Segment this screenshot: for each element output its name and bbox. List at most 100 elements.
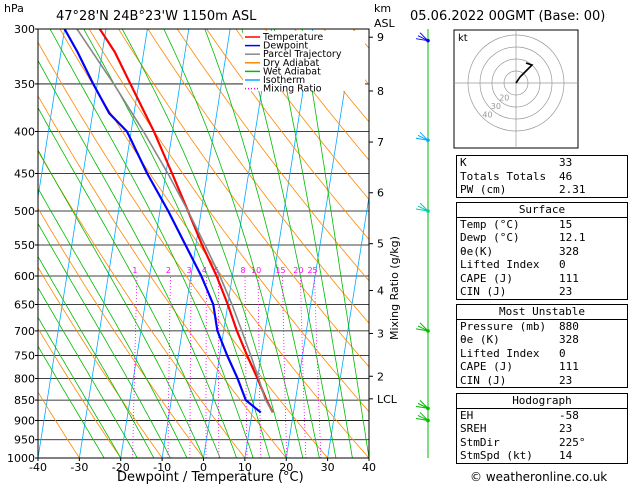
row-label: Temp (°C) xyxy=(460,217,520,231)
wet-adiabat-line xyxy=(301,29,369,458)
temp-tick-label: -20 xyxy=(112,461,130,474)
row-value: 2.31 xyxy=(559,183,586,196)
wet-adiabat-line xyxy=(121,29,287,458)
dry-adiabat-line xyxy=(38,391,80,458)
temp-tick-label: 30 xyxy=(321,461,335,474)
legend-label: Wet Adiabat xyxy=(263,66,321,77)
footer-credit: © weatheronline.co.uk xyxy=(470,470,607,484)
dry-adiabat-line xyxy=(118,29,369,368)
mixing-ratio-label: 4 xyxy=(202,266,207,275)
km-tick-label: 6 xyxy=(377,187,384,200)
table-row: θe(K) 328 xyxy=(457,245,627,259)
pressure-tick-label: 550 xyxy=(14,239,35,252)
table-row: Pressure (mb) 880 xyxy=(457,320,627,334)
mixing-ratio-axis-label: Mixing Ratio (g/kg) xyxy=(388,236,401,340)
dry-adiabat-line xyxy=(264,29,369,161)
table-row: SREH 23 xyxy=(457,422,627,436)
pressure-tick-label: 600 xyxy=(14,270,35,283)
row-label: CIN (J) xyxy=(460,373,507,387)
row-label: StmDir xyxy=(460,435,500,449)
row-value: 0 xyxy=(559,258,566,271)
temp-tick-label: 0 xyxy=(200,461,207,474)
table-row: PW (cm) 2.31 xyxy=(457,183,627,197)
table-row: StmSpd (kt) 14 xyxy=(457,449,627,463)
mixing-ratio-label: 1 xyxy=(132,266,137,275)
legend-label: Isotherm xyxy=(263,75,305,86)
km-tick-label: 4 xyxy=(377,285,384,298)
wet-adiabat-line xyxy=(273,29,353,458)
pressure-tick-label: 900 xyxy=(14,414,35,427)
row-label: PW (cm) xyxy=(460,183,507,196)
location-title: 47°28'N 24B°23'W 1150m ASL xyxy=(56,9,257,24)
dry-adiabat-line xyxy=(38,150,246,458)
wind-barb xyxy=(415,137,429,141)
asl-unit: ASL xyxy=(374,17,396,30)
wind-barb xyxy=(415,208,429,212)
km-tick-label: 3 xyxy=(377,327,384,340)
pressure-tick-label: 650 xyxy=(14,299,35,312)
pressure-tick-label: 1000 xyxy=(7,452,35,465)
hodograph-ring-label: 20 xyxy=(499,93,509,102)
row-value: 111 xyxy=(559,271,579,285)
row-label: Dewp (°C) xyxy=(460,231,520,244)
most-unstable-title: Most Unstable xyxy=(457,305,627,320)
sounding-curves xyxy=(63,29,274,414)
mixing-ratio-line xyxy=(244,276,248,458)
hodograph-rows: EH -58 SREH 23 StmDir 225° StmSpd (kt) 14 xyxy=(457,409,627,463)
km-tick-label: LCL xyxy=(377,393,398,406)
mixing-ratio-line xyxy=(132,275,138,458)
isotherm-line xyxy=(161,29,231,458)
hodograph-ring-label: 30 xyxy=(491,102,501,111)
mixing-ratio-label: 20 xyxy=(293,266,303,275)
km-tick-label: 7 xyxy=(377,136,384,149)
wind-barb xyxy=(417,205,429,212)
mixing-ratio-line xyxy=(257,275,262,458)
wind-barb xyxy=(417,134,429,141)
series-temperature xyxy=(98,29,274,413)
wind-barb xyxy=(417,325,429,332)
table-row: Totals Totals 46 xyxy=(457,170,627,184)
wind-barb xyxy=(419,131,429,141)
pressure-tick-label: 950 xyxy=(14,434,35,447)
legend-label: Mixing Ratio xyxy=(263,84,322,95)
table-row: CAPE (J) 111 xyxy=(457,272,627,286)
pressure-tick-label: 750 xyxy=(14,349,35,362)
km-tick-label: 2 xyxy=(377,370,384,383)
mixing-ratio-label: 25 xyxy=(307,266,317,275)
isotherm-line xyxy=(244,29,314,458)
table-row: EH -58 xyxy=(457,409,627,423)
mixing-ratio-line xyxy=(314,275,322,458)
dry-adiabat-line xyxy=(88,29,369,413)
dry-adiabat-line xyxy=(38,327,122,458)
temp-tick-label: -30 xyxy=(70,461,88,474)
km-tick-label: 9 xyxy=(377,31,384,44)
wet-adiabat-line xyxy=(38,255,155,458)
temp-tick-label: 10 xyxy=(238,461,252,474)
wind-barb xyxy=(417,402,429,409)
pressure-tick-label: 300 xyxy=(14,23,35,36)
temp-tick-label: -40 xyxy=(29,461,47,474)
pressure-tick-label: 700 xyxy=(14,325,35,338)
legend-background xyxy=(243,31,365,91)
wind-barb xyxy=(419,412,429,421)
diagram-grid: 1 2 3 4 5 8 10 15 20 25 xyxy=(38,29,369,458)
isotherm-line xyxy=(38,29,107,458)
wet-adiabat-line xyxy=(38,316,122,458)
table-row: K 33 xyxy=(457,156,627,170)
wind-barb xyxy=(419,322,429,332)
table-row: CIN (J) 23 xyxy=(457,374,627,388)
isotherm-line xyxy=(327,194,369,458)
row-label: EH xyxy=(460,408,474,422)
mixing-ratio-line xyxy=(300,275,307,458)
row-value: 46 xyxy=(559,169,573,183)
table-row: Temp (°C) 15 xyxy=(457,218,627,232)
isotherm-line xyxy=(285,29,355,458)
isotherm-line xyxy=(203,29,272,458)
row-value: 328 xyxy=(559,333,579,346)
wind-barb xyxy=(419,202,429,212)
pressure-tick-label: 450 xyxy=(14,167,35,180)
hpa-unit: hPa xyxy=(4,2,24,15)
dry-adiabat-line xyxy=(59,29,369,458)
wet-adiabat-line xyxy=(38,345,105,458)
